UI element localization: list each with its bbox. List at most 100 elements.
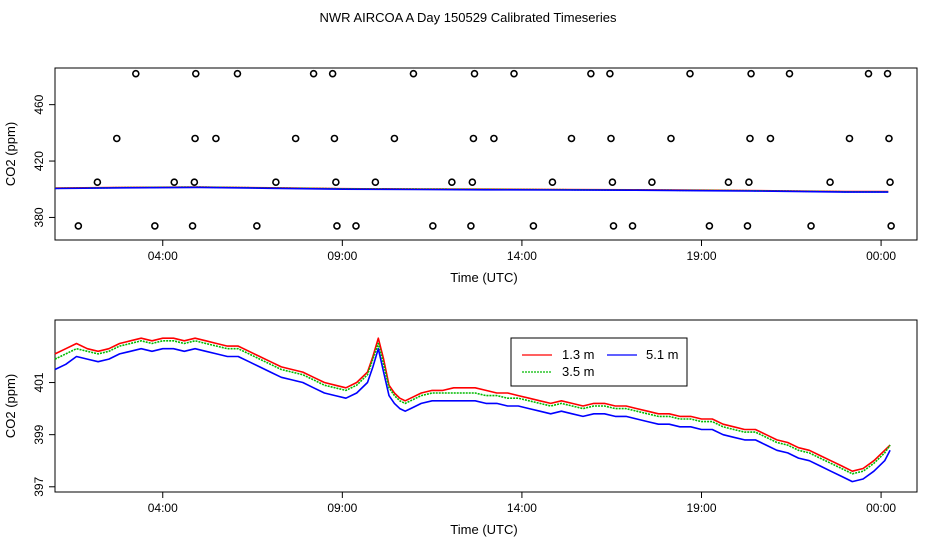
series-lines-bottom — [54, 337, 891, 483]
flag-point — [864, 69, 873, 78]
flag-point — [529, 222, 538, 230]
flag-point — [469, 134, 478, 143]
flag-point — [448, 178, 456, 186]
series-line-5-1-m — [54, 347, 891, 483]
flag-point — [170, 178, 179, 186]
flag-point — [766, 134, 775, 143]
flag-point — [746, 134, 754, 143]
series-line-3-5-m — [54, 339, 891, 475]
x-tick-label: 09:00 — [327, 501, 357, 515]
y-tick-label: 460 — [32, 94, 46, 114]
flag-point — [724, 178, 733, 186]
plot-frame-bottom — [54, 319, 918, 493]
y-tick-label: 401 — [32, 372, 46, 392]
flag-point — [686, 69, 694, 78]
y-axis-label-top: CO2 (ppm) — [3, 122, 18, 186]
x-tick-label: 00:00 — [866, 249, 896, 263]
x-tick-label: 14:00 — [507, 249, 537, 263]
flag-point — [253, 222, 261, 230]
flag-point — [429, 222, 437, 230]
legend-label-3-5m: 3.5 m — [562, 364, 595, 379]
flag-point — [233, 69, 242, 78]
flag-point — [747, 69, 755, 78]
flag-point — [309, 69, 318, 78]
flag-point — [272, 178, 280, 186]
x-tick-label: 09:00 — [327, 249, 357, 263]
flag-point — [845, 134, 854, 143]
flag-point — [606, 69, 614, 78]
flag-point — [745, 178, 753, 186]
y-tick-label: 420 — [32, 151, 46, 171]
flag-point — [648, 178, 656, 186]
flag-point — [887, 222, 895, 230]
flag-point — [628, 222, 637, 230]
flag-point — [330, 134, 339, 143]
y-tick-label: 399 — [32, 424, 46, 444]
x-axis-top: 04:00 09:00 14:00 19:00 00:00 — [148, 240, 896, 263]
legend: 1.3 m 3.5 m 5.1 m — [510, 337, 688, 387]
flag-point — [112, 134, 121, 143]
flag-point — [190, 178, 199, 186]
x-axis-label-top: Time (UTC) — [450, 270, 517, 285]
panel-top-scatter: 04:00 09:00 14:00 19:00 00:00 380 420 460 Time… — [3, 67, 918, 285]
legend-label-5-1m: 5.1 m — [646, 347, 679, 362]
flag-point — [807, 222, 815, 230]
flag-point — [885, 134, 893, 143]
x-tick-label: 04:00 — [148, 501, 178, 515]
flag-point — [409, 69, 418, 78]
flag-point — [609, 222, 618, 230]
flag-point — [191, 134, 199, 143]
flag-point — [667, 134, 675, 143]
series-lines-top — [54, 186, 889, 193]
flag-point — [705, 222, 714, 230]
legend-label-1-3m: 1.3 m — [562, 347, 595, 362]
panel-bottom-lines: 04:00 09:00 14:00 19:00 00:00 397 399 401 Time… — [3, 319, 918, 537]
flag-point — [291, 134, 300, 143]
flag-point — [510, 69, 518, 78]
flag-point — [333, 222, 341, 230]
flag-point — [468, 178, 477, 186]
y-axis-label-bottom: CO2 (ppm) — [3, 374, 18, 438]
flag-point — [371, 178, 380, 186]
flag-point — [607, 134, 615, 143]
legend-box — [510, 337, 688, 387]
x-tick-label: 19:00 — [686, 249, 716, 263]
flag-point — [608, 178, 617, 186]
y-tick-label: 380 — [32, 207, 46, 227]
y-axis-top: 380 420 460 — [32, 94, 55, 227]
flag-point — [191, 69, 200, 78]
flag-point — [548, 178, 557, 186]
y-tick-label: 397 — [32, 476, 46, 496]
flag-point — [883, 69, 892, 78]
flag-point — [212, 134, 220, 143]
flag-point — [785, 69, 794, 78]
flag-point — [132, 69, 140, 78]
x-tick-label: 19:00 — [686, 501, 716, 515]
flag-point — [826, 178, 834, 186]
flag-point — [332, 178, 340, 186]
series-line-5-1-m — [54, 186, 889, 193]
x-tick-label: 00:00 — [866, 501, 896, 515]
y-axis-bottom: 397 399 401 — [32, 372, 55, 497]
flag-point — [490, 134, 498, 143]
flag-point — [74, 222, 83, 230]
flag-point — [93, 178, 102, 186]
flag-point — [328, 69, 337, 78]
flag-point — [151, 222, 159, 230]
flag-point — [188, 222, 197, 230]
series-line-1-3-m — [54, 337, 891, 473]
flag-point — [567, 134, 576, 143]
flag-point — [743, 222, 752, 230]
flag-point — [886, 178, 894, 186]
x-axis-bottom: 04:00 09:00 14:00 19:00 00:00 — [148, 492, 896, 515]
flag-point — [470, 69, 479, 78]
x-tick-label: 14:00 — [507, 501, 537, 515]
flag-point — [587, 69, 595, 78]
chart-title: NWR AIRCOA A Day 150529 Calibrated Times… — [320, 10, 617, 25]
flag-point — [390, 134, 399, 143]
x-tick-label: 04:00 — [148, 249, 178, 263]
flag-point — [352, 222, 360, 230]
x-axis-label-bottom: Time (UTC) — [450, 522, 517, 537]
flag-point — [467, 222, 475, 230]
